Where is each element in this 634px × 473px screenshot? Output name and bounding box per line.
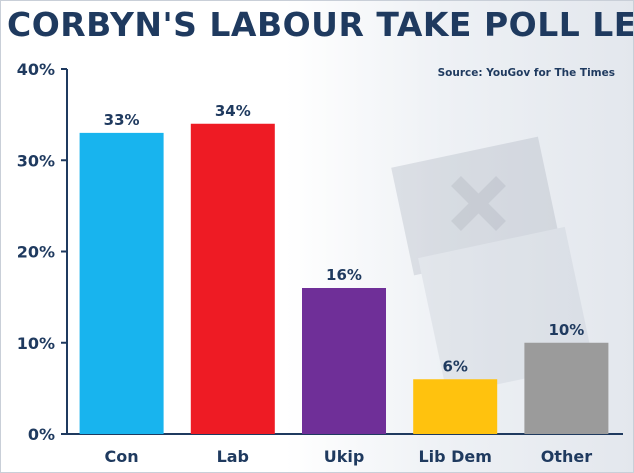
x-tick-label: Other [541,447,592,466]
bar-value-label: 34% [215,102,251,120]
chart-bars: 33% Con 34% Lab 16% Ukip 6% Lib Dem 10% Other [79,102,609,466]
chart-source: Source: YouGov for The Times [437,67,615,79]
x-tick-label: Lib Dem [418,447,492,466]
bar [524,342,609,434]
bar [79,132,164,434]
bar [413,379,498,434]
y-tick-label: 10% [17,334,55,353]
x-tick-label: Lab [217,447,249,466]
y-tick-label: 0% [28,425,55,444]
y-tick-label: 40% [17,60,55,79]
x-tick-label: Con [105,447,139,466]
chart-title: CORBYN'S LABOUR TAKE POLL LEAD [7,5,634,44]
bar-value-label: 33% [104,111,140,129]
bar-value-label: 16% [326,266,362,284]
bar [302,288,386,434]
bar-value-label: 10% [548,321,584,339]
bar-value-label: 6% [442,357,467,375]
bar [190,123,275,434]
y-tick-label: 30% [17,151,55,170]
y-tick-label: 20% [17,243,55,262]
x-tick-label: Ukip [324,447,365,466]
